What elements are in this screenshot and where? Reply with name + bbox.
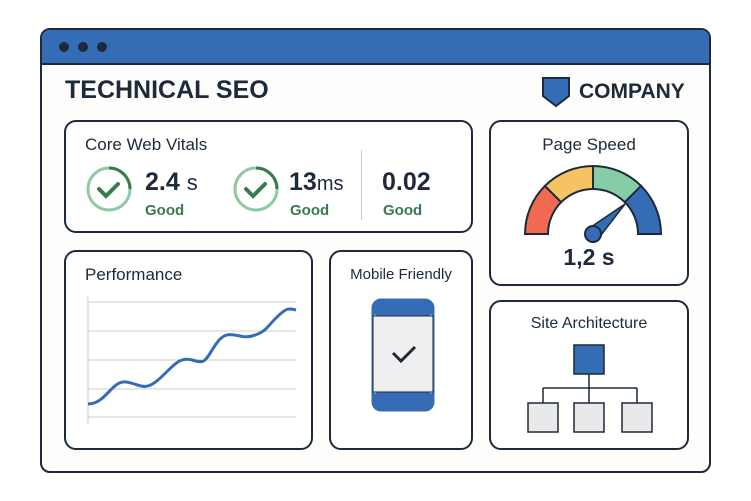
shield-logo-icon — [542, 77, 570, 108]
card-title: Performance — [85, 265, 183, 284]
divider — [361, 150, 362, 220]
metric-unit: s — [186, 170, 198, 195]
gauge-hub — [584, 225, 602, 243]
window-dot-icon[interactable] — [78, 42, 88, 52]
card-title: Core Web Vitals — [85, 135, 208, 154]
metric-unit: ms — [316, 173, 344, 195]
card-title: Site Architecture — [530, 315, 648, 332]
card-title: Mobile Friendly — [350, 266, 452, 283]
performance-card: Performance — [64, 250, 313, 450]
card-title: Page Speed — [542, 135, 636, 154]
check-circle-icon — [233, 166, 279, 212]
metric-value: 13 — [289, 168, 317, 196]
mobile-friendly-card: Mobile Friendly — [329, 250, 473, 450]
metric-status: Good — [383, 202, 423, 219]
gauge-segment — [623, 184, 663, 235]
performance-trend-line — [87, 307, 297, 406]
title-bar — [42, 30, 709, 65]
performance-line-chart — [87, 297, 297, 424]
metric-value: 0.02 — [382, 168, 431, 196]
sitemap-icon — [527, 344, 653, 433]
speed-gauge — [523, 164, 663, 243]
page-speed-value: 1,2 s — [563, 244, 615, 270]
window-dot-icon[interactable] — [59, 42, 69, 52]
page-title: TECHNICAL SEO — [65, 76, 269, 104]
metric-value: 2.4 — [145, 168, 180, 196]
check-circle-icon — [86, 166, 132, 212]
metric-status: Good — [145, 202, 185, 219]
phone-check-icon — [371, 298, 435, 412]
site-architecture-card: Site Architecture — [489, 300, 689, 450]
window-dot-icon[interactable] — [97, 42, 107, 52]
page-speed-card: Page Speed 1,2 s — [489, 120, 689, 286]
metric-status: Good — [290, 202, 330, 219]
brand-name: COMPANY — [579, 80, 685, 103]
core-web-vitals-card: Core Web Vitals 2.4 s Good 13ms Good 0.0… — [64, 120, 473, 233]
